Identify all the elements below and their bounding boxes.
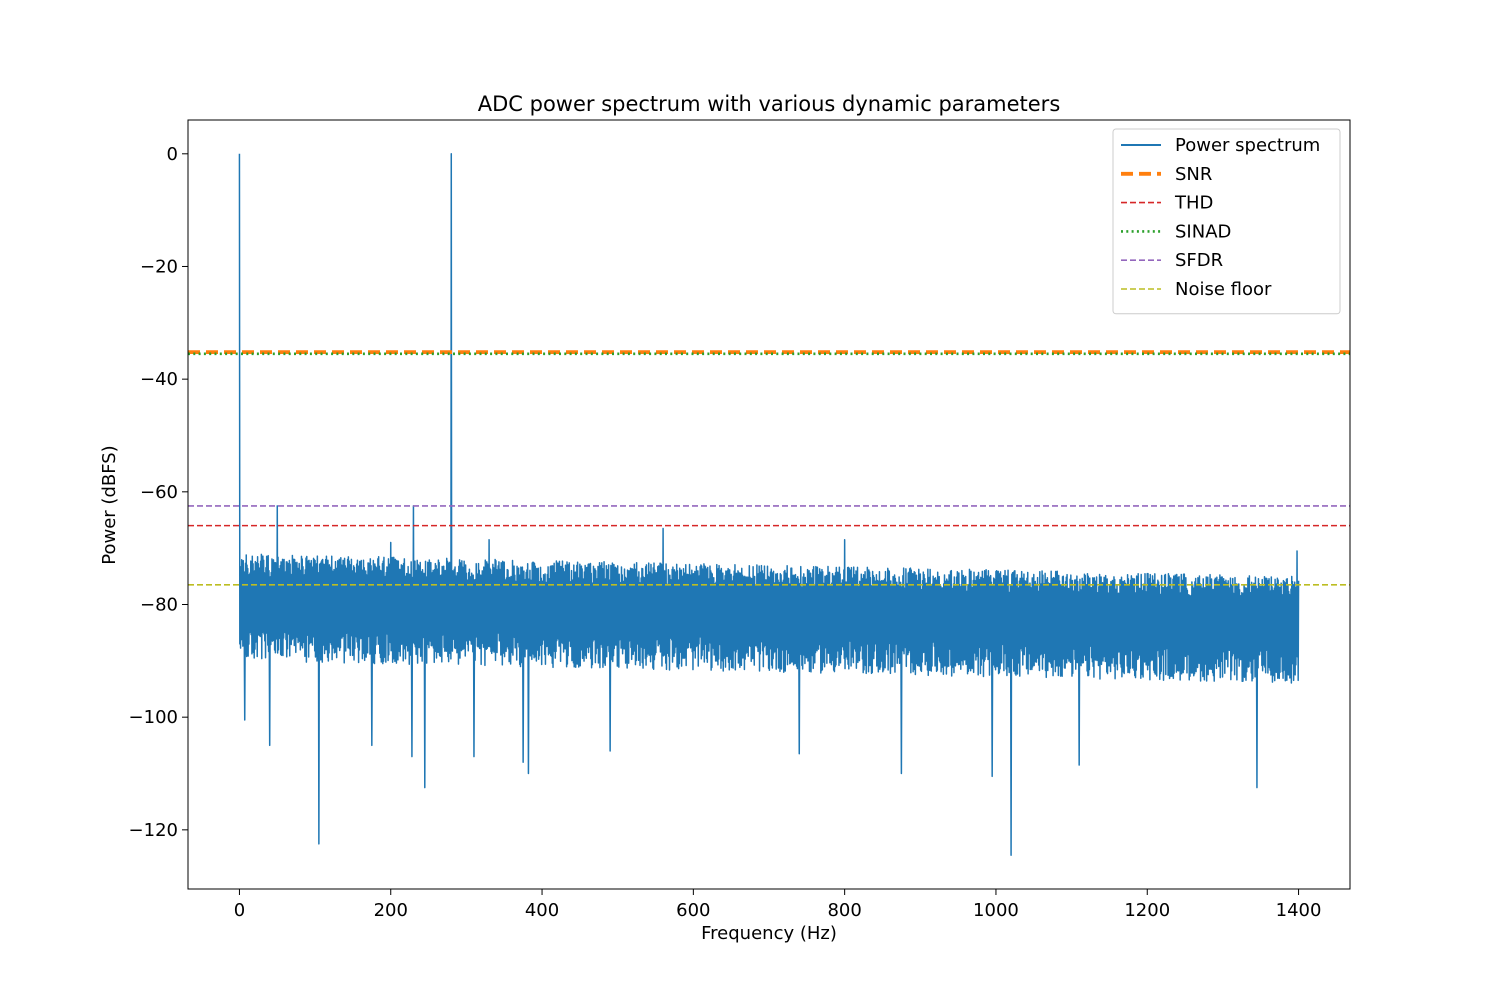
x-axis-label: Frequency (Hz) [701,923,837,944]
y-tick-label: −20 [140,256,178,277]
plot-area [188,153,1350,856]
y-tick-label: −80 [140,594,178,615]
chart-title: ADC power spectrum with various dynamic … [478,92,1061,116]
x-tick-label: 600 [676,900,710,921]
x-tick-label: 800 [827,900,861,921]
legend-label: THD [1174,193,1213,214]
y-axis: 0 −20 −40 −60 −80 −100 −120 [129,144,188,841]
x-tick-label: 400 [525,900,559,921]
legend: Power spectrum SNR THD SINAD SFDR Noise floor [1112,128,1341,315]
x-tick-label: 0 [234,900,245,921]
x-tick-label: 1400 [1276,900,1322,921]
x-tick-label: 1200 [1124,900,1170,921]
legend-label: SINAD [1175,221,1231,242]
series-power-spectrum [238,153,1300,856]
y-axis-label: Power (dBFS) [99,445,120,564]
y-tick-label: −40 [140,369,178,390]
y-tick-label: −120 [129,820,178,841]
plot-frame [187,119,1351,890]
legend-label: Power spectrum [1175,135,1320,156]
x-axis: 0 200 400 600 800 1000 1200 1400 [234,889,1322,921]
y-tick-label: 0 [167,144,178,165]
legend-label: Noise floor [1175,279,1272,300]
legend-label: SNR [1175,164,1212,185]
x-tick-label: 1000 [973,900,1019,921]
x-tick-label: 200 [374,900,408,921]
y-tick-label: −60 [140,482,178,503]
legend-label: SFDR [1175,250,1223,271]
y-tick-label: −100 [129,707,178,728]
legend-box [1112,128,1341,315]
